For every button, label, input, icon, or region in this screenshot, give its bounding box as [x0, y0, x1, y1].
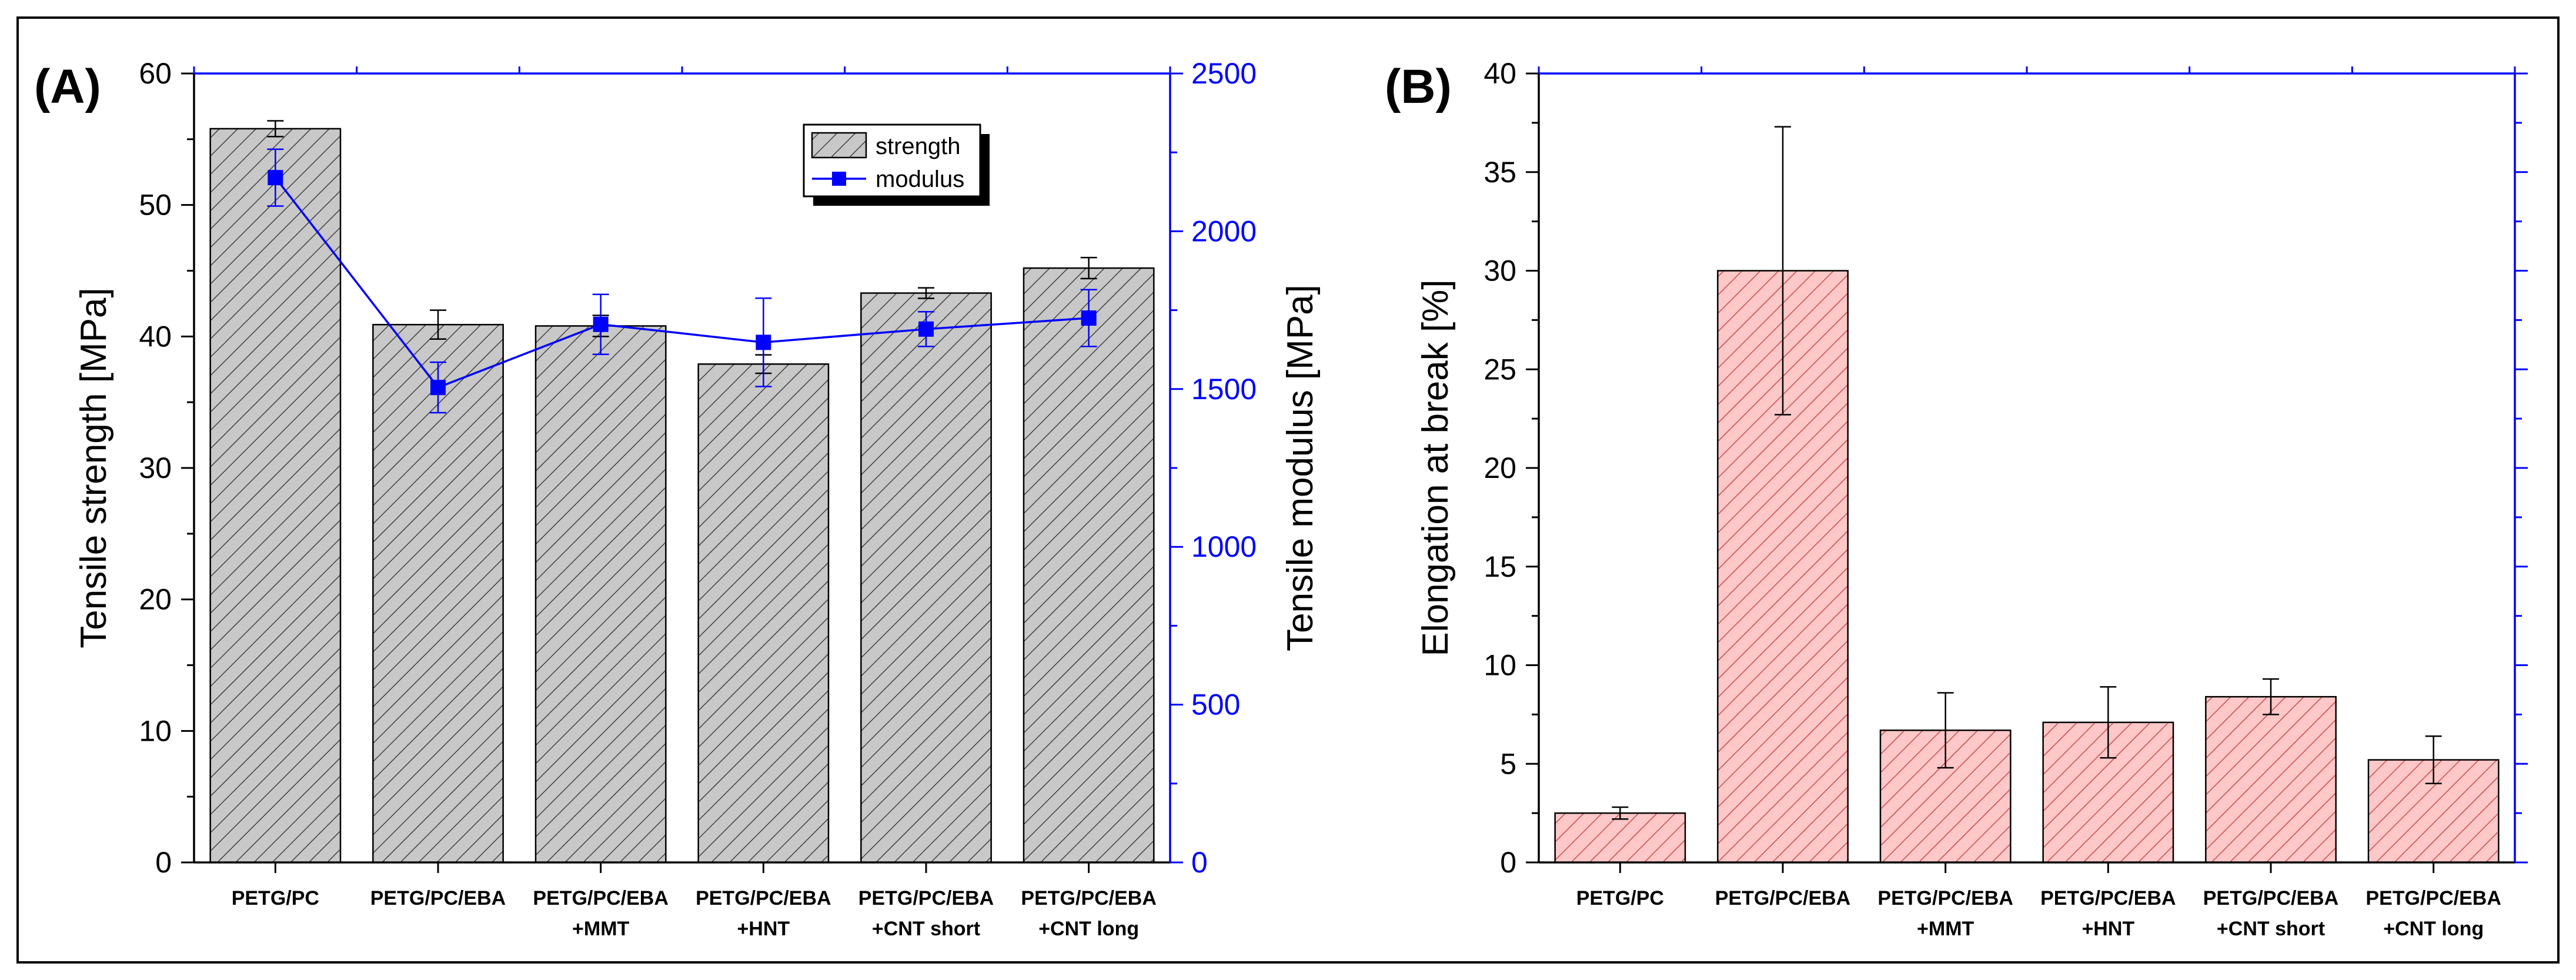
point-modulus — [1081, 310, 1097, 326]
bar-strength — [534, 325, 667, 864]
y-tick-label: 40 — [1484, 57, 1516, 90]
category-label: PETG/PC/EBA — [1877, 887, 2013, 909]
y-tick-label: 0 — [1500, 846, 1516, 879]
legend-swatch-strength — [811, 132, 867, 159]
category-label: PETG/PC/EBA — [2365, 887, 2501, 909]
y-tick-label: 30 — [139, 451, 172, 484]
category-label: +CNT long — [1038, 918, 1139, 940]
bar-elongation — [1554, 812, 1686, 864]
panel-label: (B) — [1385, 60, 1452, 113]
category-label: PETG/PC/EBA — [2040, 887, 2176, 909]
category-label: +HNT — [2081, 918, 2134, 940]
point-modulus — [430, 380, 446, 396]
panel-b-chart: (B) 0 5 10 15 20 25 30 35 40 Elongation at break [… — [1385, 57, 2528, 940]
category-label: +CNT short — [872, 918, 980, 940]
bar-strength — [209, 128, 342, 864]
y2-tick-label: 500 — [1191, 688, 1240, 721]
y2-tick-label: 1000 — [1191, 530, 1257, 563]
y-tick-label: 35 — [1484, 156, 1516, 189]
category-label: PETG/PC/EBA — [533, 887, 668, 909]
bar-strength — [697, 363, 830, 864]
y-tick-label: 50 — [139, 189, 172, 222]
panel-label: (A) — [34, 60, 101, 113]
y2-axis-title: Tensile modulus [MPa] — [1280, 285, 1321, 651]
bar-elongation — [2205, 695, 2337, 864]
category-label: +MMT — [1917, 918, 1974, 940]
category-label: PETG/PC/EBA — [2203, 887, 2338, 909]
category-label: PETG/PC/EBA — [370, 887, 506, 909]
bar-strength — [860, 292, 992, 864]
legend-label-modulus: modulus — [876, 166, 964, 192]
bar-strength — [1023, 267, 1155, 864]
category-label: PETG/PC — [232, 887, 319, 909]
category-label: +CNT long — [2383, 918, 2484, 940]
y-tick-label: 30 — [1484, 255, 1516, 287]
category-label: +CNT short — [2217, 918, 2325, 940]
y-tick-label: 5 — [1500, 747, 1516, 780]
y-tick-label: 60 — [139, 57, 172, 90]
bar-strength — [372, 323, 504, 864]
panel-a-chart: (A) 0 10 20 30 40 50 60 0 500 1000 1500 2000 2500 Tens… — [34, 57, 1321, 940]
y-tick-label: 20 — [1484, 451, 1516, 484]
y-tick-label: 10 — [1484, 649, 1516, 682]
y2-tick-label: 0 — [1191, 846, 1208, 879]
y2-tick-label: 2000 — [1191, 215, 1257, 247]
category-label: +MMT — [572, 918, 630, 940]
series-line-modulus — [274, 177, 1089, 389]
category-label: PETG/PC/EBA — [696, 887, 831, 909]
y-tick-label: 0 — [155, 846, 172, 879]
legend-swatch-modulus-marker — [832, 172, 846, 186]
y-tick-label: 20 — [139, 583, 172, 616]
category-label: PETG/PC/EBA — [1021, 887, 1156, 909]
y-axis-title: Tensile strength [MPa] — [73, 287, 114, 648]
point-modulus — [593, 316, 609, 332]
y2-tick-label: 1500 — [1191, 373, 1257, 406]
legend-label-strength: strength — [876, 133, 961, 159]
y2-tick-label: 2500 — [1191, 57, 1257, 90]
y-axis-title: Elongation at break [%] — [1415, 279, 1456, 656]
point-modulus — [918, 321, 934, 337]
y-tick-label: 25 — [1484, 353, 1516, 386]
point-modulus — [268, 170, 283, 186]
y-tick-label: 40 — [139, 320, 172, 353]
y-tick-label: 15 — [1484, 550, 1516, 583]
category-label: PETG/PC/EBA — [1715, 887, 1850, 909]
category-label: PETG/PC/EBA — [858, 887, 994, 909]
category-label: PETG/PC — [1576, 887, 1664, 909]
category-label: +HNT — [737, 918, 790, 940]
point-modulus — [756, 335, 771, 350]
y-tick-label: 10 — [139, 714, 172, 747]
